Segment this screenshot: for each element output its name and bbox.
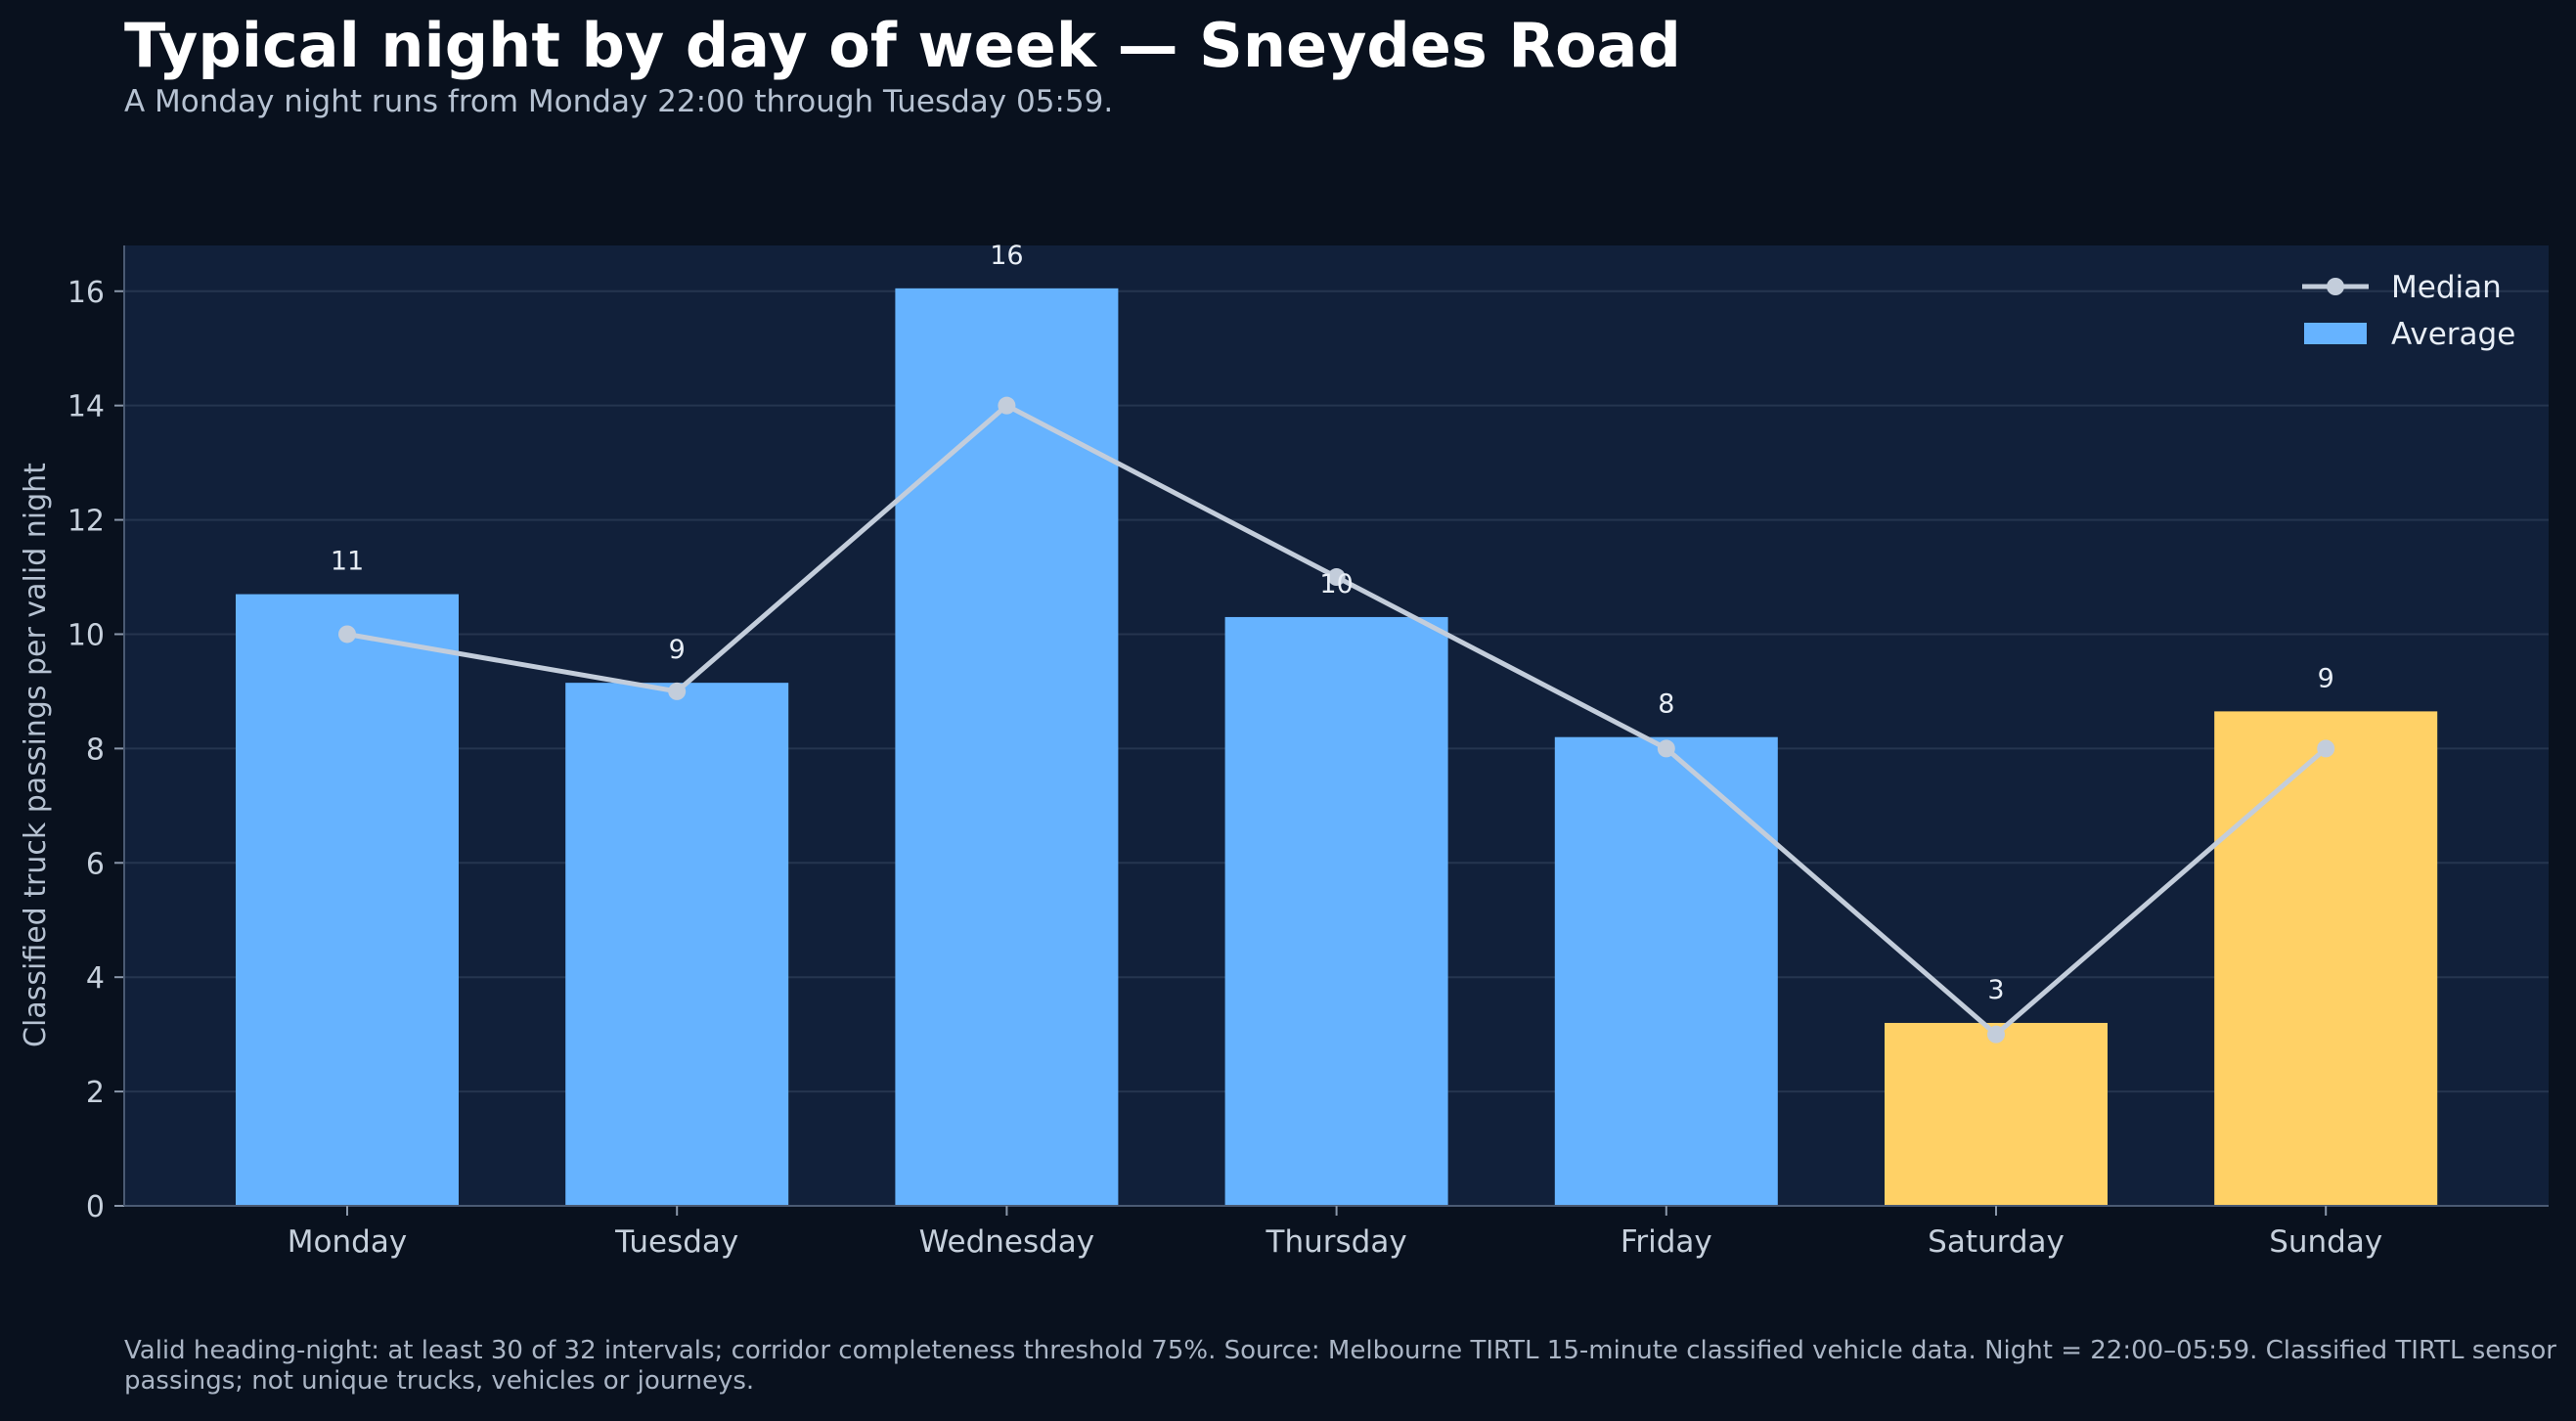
page-subtitle: A Monday night runs from Monday 22:00 th… (124, 84, 1114, 119)
median-point (998, 396, 1016, 415)
median-point (1657, 739, 1675, 758)
median-point (1327, 568, 1346, 587)
bar-value-label: 8 (1658, 689, 1674, 720)
page-title: Typical night by day of week — Sneydes R… (124, 10, 1681, 81)
x-tick-label: Sunday (2269, 1224, 2382, 1260)
y-tick-label: 0 (86, 1190, 105, 1224)
median-point (338, 625, 356, 644)
bar-wednesday (895, 288, 1119, 1206)
bar-thursday (1224, 616, 1448, 1206)
bar-value-label: 10 (1319, 569, 1353, 599)
bar-monday (236, 594, 459, 1206)
y-tick-label: 12 (67, 505, 105, 539)
y-tick-label: 14 (67, 390, 105, 424)
bar-sunday (2214, 711, 2438, 1206)
bar-value-label: 16 (990, 241, 1023, 271)
source-footnote: Valid heading-night: at least 30 of 32 i… (124, 1336, 2556, 1396)
y-tick-label: 10 (67, 618, 105, 652)
bar-value-label: 11 (331, 547, 364, 577)
legend-median-marker (2327, 278, 2344, 295)
y-tick-label: 8 (86, 733, 105, 767)
x-tick-label: Wednesday (919, 1224, 1094, 1260)
x-tick-label: Monday (288, 1224, 407, 1260)
legend-average-swatch (2304, 323, 2367, 344)
y-tick-label: 6 (86, 847, 105, 881)
x-tick-label: Thursday (1266, 1224, 1407, 1260)
legend-median-label: Median (2391, 270, 2502, 305)
median-point (2317, 739, 2335, 758)
bar-tuesday (565, 683, 789, 1206)
bar-value-label: 9 (2318, 663, 2334, 693)
median-point (668, 682, 687, 700)
y-tick-label: 16 (67, 276, 105, 310)
bar-value-label: 9 (669, 635, 686, 665)
median-point (1987, 1025, 2005, 1044)
bar-saturday (1885, 1022, 2108, 1206)
bar-value-label: 3 (1987, 975, 2004, 1005)
y-tick-label: 4 (86, 961, 105, 996)
y-axis-label: Classified truck passings per valid nigh… (19, 463, 53, 1047)
legend-average-label: Average (2391, 317, 2515, 352)
bar-friday (1554, 736, 1778, 1206)
x-tick-label: Saturday (1928, 1224, 2065, 1260)
x-tick-label: Friday (1621, 1224, 1712, 1260)
x-tick-label: Tuesday (614, 1224, 738, 1260)
y-tick-label: 2 (86, 1076, 105, 1110)
